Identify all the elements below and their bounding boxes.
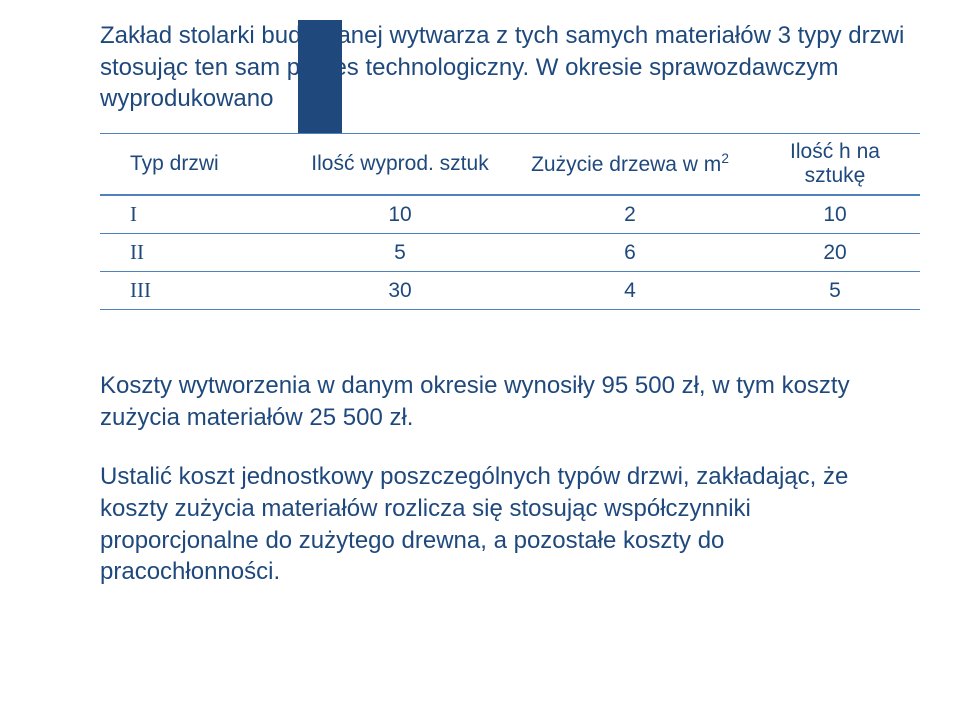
- cell-wood: 6: [510, 234, 750, 272]
- cell-type: I: [100, 195, 290, 234]
- costs-paragraph: Koszty wytworzenia w danym okresie wynos…: [100, 370, 910, 433]
- cell-wood: 2: [510, 195, 750, 234]
- col-header-wood: Zużycie drzewa w m2: [510, 134, 750, 196]
- cell-hours: 10: [750, 195, 920, 234]
- col-header-wood-sup: 2: [721, 151, 729, 166]
- task-paragraph: Ustalić koszt jednostkowy poszczególnych…: [100, 461, 910, 588]
- table-row: III 30 4 5: [100, 272, 920, 310]
- production-table: Typ drzwi Ilość wyprod. sztuk Zużycie dr…: [100, 133, 920, 310]
- col-header-hours: Ilość h na sztukę: [750, 134, 920, 196]
- cell-qty: 5: [290, 234, 510, 272]
- intro-paragraph: Zakład stolarki budowlanej wytwarza z ty…: [100, 20, 910, 115]
- cell-hours: 5: [750, 272, 920, 310]
- table-row: II 5 6 20: [100, 234, 920, 272]
- col-header-wood-text: Zużycie drzewa w m: [531, 153, 721, 176]
- table-row: I 10 2 10: [100, 195, 920, 234]
- cell-qty: 10: [290, 195, 510, 234]
- col-header-qty: Ilość wyprod. sztuk: [290, 134, 510, 196]
- cell-hours: 20: [750, 234, 920, 272]
- cell-type: II: [100, 234, 290, 272]
- cell-wood: 4: [510, 272, 750, 310]
- cell-type: III: [100, 272, 290, 310]
- cell-qty: 30: [290, 272, 510, 310]
- col-header-type: Typ drzwi: [100, 134, 290, 196]
- table-header-row: Typ drzwi Ilość wyprod. sztuk Zużycie dr…: [100, 134, 920, 196]
